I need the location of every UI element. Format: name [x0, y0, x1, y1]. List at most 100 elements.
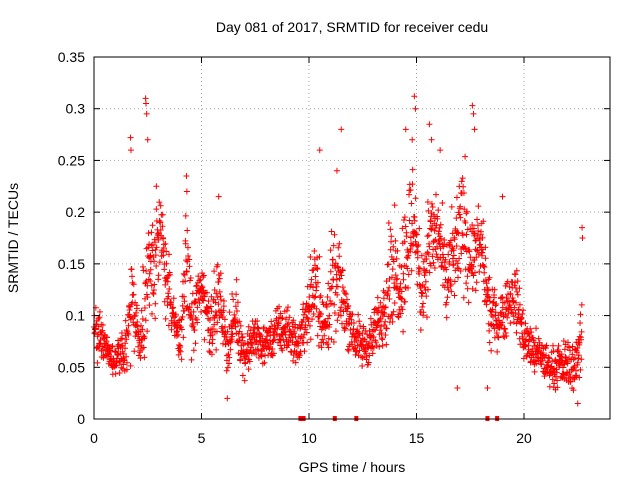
data-point	[505, 310, 512, 317]
data-point	[99, 322, 106, 329]
data-point	[279, 314, 286, 321]
data-point	[503, 295, 510, 302]
data-point	[460, 294, 467, 301]
data-point	[323, 303, 330, 310]
data-point	[328, 228, 335, 235]
data-point	[227, 346, 234, 353]
data-point	[448, 288, 455, 295]
data-point	[178, 316, 185, 323]
data-point	[330, 242, 337, 249]
data-point	[338, 304, 345, 311]
data-point	[234, 319, 241, 326]
data-point	[192, 340, 199, 347]
data-point	[336, 253, 343, 260]
data-point	[359, 330, 366, 337]
data-point	[520, 307, 527, 314]
data-point	[389, 311, 396, 318]
data-point	[145, 244, 152, 251]
data-point	[190, 323, 197, 330]
data-point	[399, 306, 406, 313]
data-point	[309, 267, 316, 274]
data-point	[350, 326, 357, 333]
data-point	[226, 354, 233, 361]
x-axis-label: GPS time / hours	[299, 459, 406, 475]
data-point	[264, 328, 271, 335]
data-point	[143, 291, 150, 298]
data-point	[412, 238, 419, 245]
data-point	[313, 283, 320, 290]
data-point	[150, 287, 157, 294]
data-point	[124, 330, 131, 337]
data-point	[181, 298, 188, 305]
data-point	[378, 323, 385, 330]
data-point	[398, 295, 405, 302]
data-point	[482, 277, 489, 284]
data-point	[336, 240, 343, 247]
data-point	[284, 304, 291, 311]
data-point-peak	[143, 110, 150, 117]
data-point	[339, 267, 346, 274]
data-point	[239, 333, 246, 340]
data-point	[149, 289, 156, 296]
data-point	[283, 307, 290, 314]
data-point	[514, 291, 521, 298]
data-point	[197, 276, 204, 283]
data-point	[276, 303, 283, 310]
data-point	[367, 315, 374, 322]
data-point	[129, 279, 136, 286]
data-point	[166, 286, 173, 293]
data-point	[220, 298, 227, 305]
data-point	[453, 215, 460, 222]
data-point	[435, 207, 442, 214]
data-point	[539, 357, 546, 364]
data-point	[300, 301, 307, 308]
data-point	[427, 262, 434, 269]
data-point	[344, 305, 351, 312]
data-point	[503, 332, 510, 339]
y-tick-label: 0.2	[66, 204, 86, 220]
data-point	[228, 336, 235, 343]
data-point	[353, 329, 360, 336]
data-point	[516, 285, 523, 292]
data-point	[382, 304, 389, 311]
data-point	[194, 304, 201, 311]
data-point	[387, 315, 394, 322]
data-point	[513, 329, 520, 336]
data-point	[326, 312, 333, 319]
data-point	[123, 336, 130, 343]
data-point	[149, 247, 156, 254]
data-point	[554, 377, 561, 384]
x-tick-label: 10	[301, 430, 317, 446]
data-point	[398, 263, 405, 270]
data-point	[212, 309, 219, 316]
data-point	[268, 318, 275, 325]
data-point	[462, 245, 469, 252]
data-point	[207, 303, 214, 310]
data-point	[227, 339, 234, 346]
data-point	[333, 276, 340, 283]
data-point	[215, 301, 222, 308]
data-point	[363, 353, 370, 360]
data-point-peak	[469, 102, 476, 109]
data-point	[576, 333, 583, 340]
data-point	[140, 344, 147, 351]
data-point	[378, 330, 385, 337]
data-point	[567, 347, 574, 354]
plot-frame	[93, 56, 611, 420]
data-point	[142, 317, 149, 324]
data-point	[317, 292, 324, 299]
data-point	[195, 273, 202, 280]
data-point	[334, 291, 341, 298]
data-point-peak	[428, 136, 435, 143]
data-point	[249, 341, 256, 348]
data-point	[192, 299, 199, 306]
data-point	[507, 320, 514, 327]
data-point	[191, 326, 198, 333]
data-point-peak	[183, 172, 190, 179]
data-point	[355, 311, 362, 318]
data-point	[458, 250, 465, 257]
data-point	[451, 292, 458, 299]
data-point	[460, 183, 467, 190]
data-point	[380, 295, 387, 302]
